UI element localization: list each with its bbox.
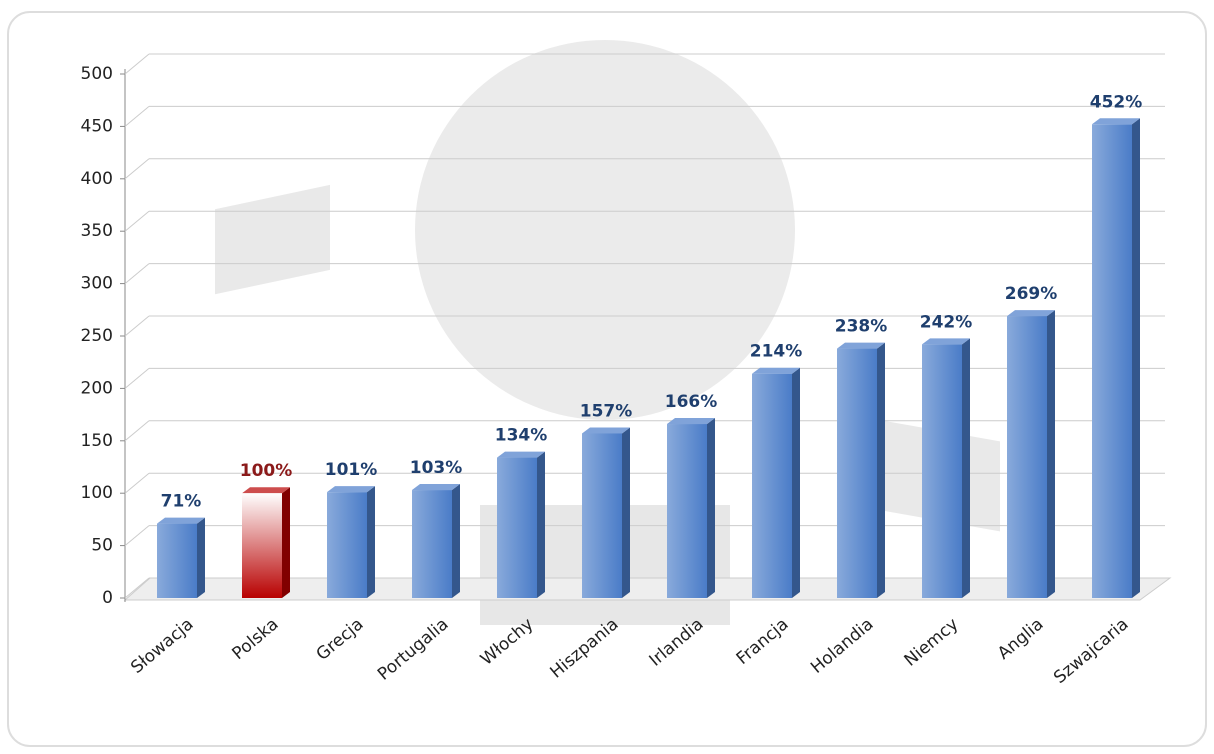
grid-depth [124,53,150,75]
value-label: 157% [580,401,633,421]
bar [412,490,452,598]
bar-side [707,418,715,598]
bar-top [1092,118,1140,125]
bar-side [537,451,545,598]
value-label: 71% [161,492,202,512]
grid-depth [124,315,150,337]
bar-side [1047,310,1055,598]
bar-side [197,517,205,598]
bar-top [327,486,375,493]
bar-side [622,427,630,598]
bar [667,424,707,598]
grid-depth [124,106,150,127]
value-label: 238% [835,317,888,337]
bar-top [1007,310,1055,317]
value-label: 214% [750,342,803,362]
value-label: 101% [325,460,378,480]
bar [837,348,877,598]
bar-side [1132,118,1140,598]
bar-side [877,342,885,598]
bar-side [367,486,375,598]
bar-top [837,342,885,349]
y-tick-label: 400 [81,169,113,189]
bar-side [962,338,970,598]
grid-depth [124,525,150,546]
value-label: 269% [1005,284,1058,304]
bar [1092,124,1132,598]
y-tick-label: 100 [81,483,113,503]
grid-depth [124,420,150,442]
bar-top [497,451,545,458]
y-tick-label: 350 [81,221,113,241]
y-tick-label: 50 [91,536,113,556]
bar-top [922,338,970,345]
y-tick-label: 500 [81,64,113,84]
value-label: 103% [410,458,463,478]
y-tick-label: 150 [81,431,113,451]
grid-depth [124,263,150,284]
frame [7,11,1207,747]
y-tick-label: 250 [81,326,113,346]
y-tick-label: 200 [81,378,113,398]
bar [1007,316,1047,598]
grid-depth [124,368,150,389]
value-label: 242% [920,312,973,332]
value-label: 100% [240,461,293,481]
bar [157,523,197,598]
bar-side [282,487,290,598]
value-label: 134% [495,426,548,446]
bar-top [752,367,800,374]
bar [582,433,622,598]
bar-top [667,418,715,425]
bar [497,457,537,598]
bar-side [792,367,800,598]
bar [327,492,367,598]
value-label: 452% [1090,92,1143,112]
bar-top [242,487,290,494]
bar-top [582,427,630,434]
grid-depth [124,210,150,232]
y-tick-label: 300 [81,274,113,294]
y-tick-label: 450 [81,116,113,136]
bar [752,373,792,598]
y-tick-label: 0 [102,588,113,608]
value-label: 166% [665,392,718,412]
bar-side [452,484,460,598]
bar [922,344,962,598]
grid-depth [124,158,150,180]
grid-depth [124,577,150,599]
bar-top [157,517,205,524]
bar-top [412,484,460,491]
grid-depth [124,472,150,494]
bar [242,493,282,598]
floor [123,577,1172,601]
